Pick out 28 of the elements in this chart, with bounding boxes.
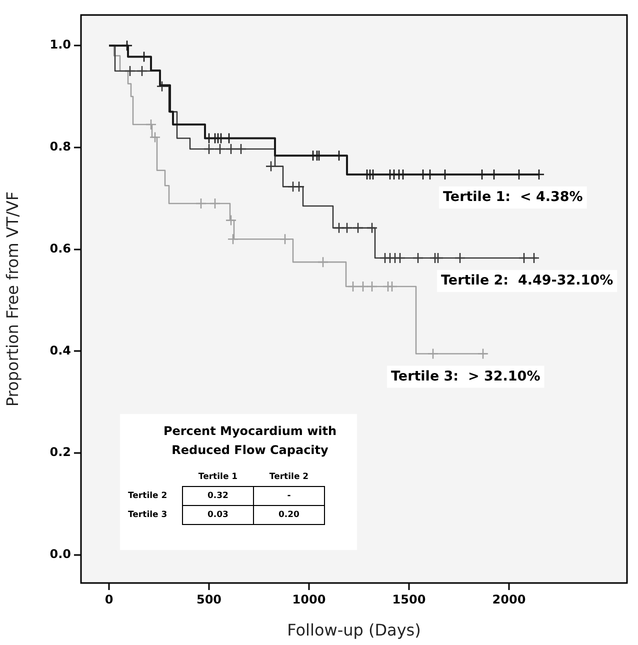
y-tick-label: 0.8: [50, 140, 71, 154]
y-tick-label: 1.0: [50, 38, 71, 52]
annotation: Percent Myocardium with Reduced Flow Capacity: [162, 423, 338, 459]
annotation: Tertile 1: [197, 471, 239, 484]
series-label: Tertile 2: 4.49-32.10%: [441, 272, 614, 288]
annotation: Tertile 3: [127, 509, 168, 522]
annotation: 0.32: [182, 486, 254, 506]
y-axis-title: Proportion Free from VT/VF: [2, 191, 22, 407]
x-axis-title: Follow-up (Days): [287, 620, 421, 640]
y-tick-label: 0.4: [50, 343, 71, 358]
y-tick-label: 0.0: [50, 547, 71, 562]
annotation: Tertile 2: [127, 490, 168, 503]
annotation: -: [254, 486, 324, 506]
point: [149, 132, 161, 143]
x-tick-label: 1500: [392, 592, 426, 606]
x-tick-label: 1000: [292, 592, 326, 606]
point: [225, 214, 237, 226]
x-tick-label: 500: [196, 592, 222, 606]
x-tick-label: 0: [104, 592, 114, 606]
point: [265, 160, 277, 172]
x-tick-label: 2000: [492, 592, 526, 606]
y-tick-label: 0.2: [50, 445, 71, 460]
annotation: Tertile 2: [268, 471, 310, 484]
series-label: Tertile 1: < 4.38%: [443, 188, 584, 205]
annotation: 0.20: [254, 506, 324, 524]
series-label: Tertile 3: > 32.10%: [391, 368, 541, 384]
y-tick-label: 0.6: [50, 241, 71, 256]
annotation: 0.03: [182, 506, 254, 524]
